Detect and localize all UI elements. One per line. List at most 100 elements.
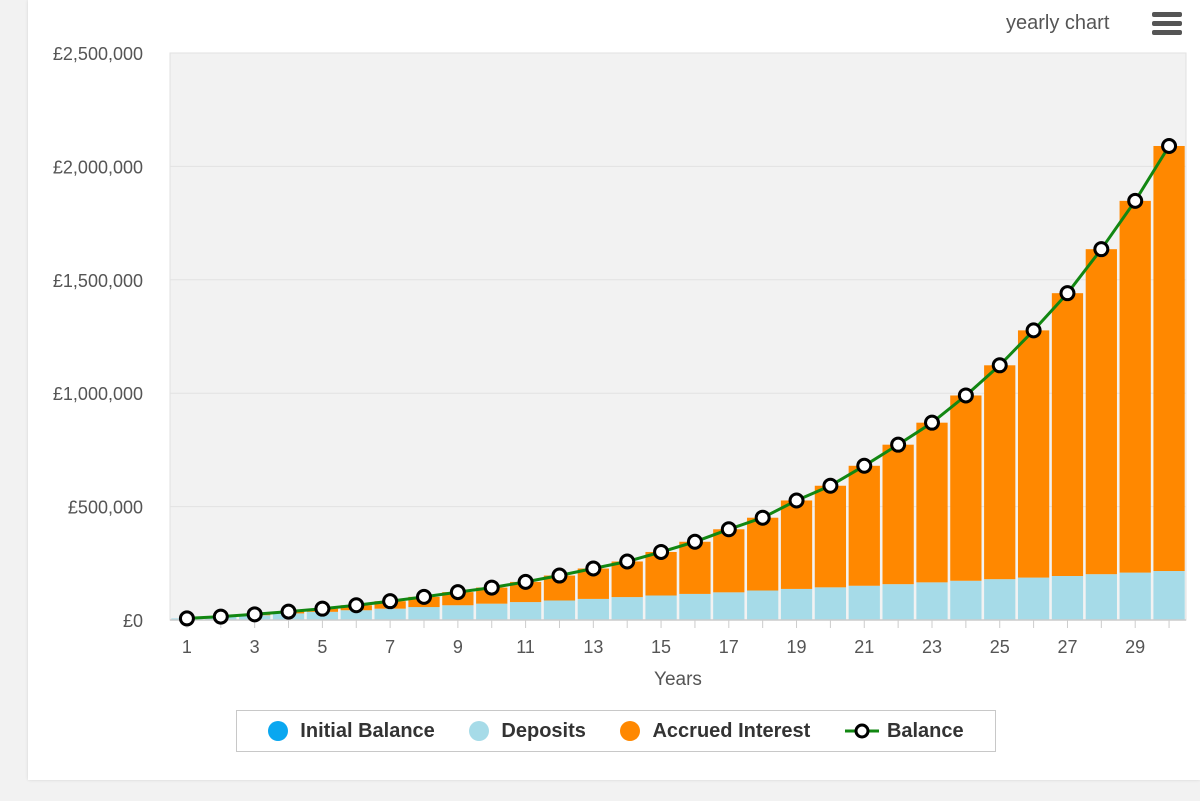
plot-area: [169, 52, 1187, 621]
bar-accrued-interest: [916, 422, 948, 583]
bar-deposits: [543, 600, 576, 620]
balance-point: [720, 521, 737, 538]
balance-point: [856, 457, 873, 474]
balance-point: [686, 533, 703, 550]
bar-deposits: [1051, 576, 1084, 620]
x-tick-label: 25: [990, 637, 1010, 657]
bar-deposits: [476, 603, 508, 620]
balance-point: [991, 357, 1008, 374]
balance-point: [788, 492, 805, 509]
balance-point: [1093, 241, 1110, 258]
x-tick-label: 23: [922, 637, 942, 657]
x-tick-label: 3: [250, 637, 260, 657]
balance-point: [822, 477, 839, 494]
bar-deposits: [645, 595, 677, 620]
x-tick-label: 21: [854, 637, 874, 657]
y-tick-label: £500,000: [68, 498, 143, 518]
bar-accrued-interest: [984, 365, 1016, 580]
balance-point: [653, 543, 670, 560]
bar-deposits: [408, 607, 440, 620]
bar-deposits: [611, 597, 643, 620]
balance-point: [754, 509, 771, 526]
legend-swatch-initial-balance: [268, 721, 289, 741]
bar-accrued-interest: [848, 465, 880, 586]
legend-swatch-deposits: [469, 721, 490, 741]
bar-deposits: [713, 592, 745, 620]
bar-accrued-interest: [1017, 330, 1050, 578]
bar-deposits: [1119, 572, 1151, 620]
balance-point: [957, 387, 974, 404]
bar-accrued-interest: [950, 395, 982, 581]
chart-mode-label[interactable]: yearly chart: [1006, 12, 1110, 34]
legend-label-accrued-interest: Accrued Interest: [652, 719, 811, 742]
balance-point: [178, 610, 195, 627]
y-tick-label: £1,000,000: [53, 384, 143, 404]
y-tick-label: £2,000,000: [53, 157, 143, 177]
chart-legend: Initial Balance Deposits Accrued Interes…: [236, 710, 996, 752]
balance-point: [551, 567, 568, 584]
bar-deposits: [374, 608, 406, 620]
x-tick-label: 17: [719, 637, 739, 657]
legend-swatch-balance: [844, 723, 879, 739]
bar-accrued-interest: [780, 500, 813, 589]
bar-accrued-interest: [882, 444, 914, 585]
bar-accrued-interest: [679, 541, 711, 594]
bar-accrued-interest: [1085, 249, 1117, 575]
balance-point: [890, 436, 907, 453]
bar-deposits: [916, 582, 948, 620]
balance-point: [416, 588, 432, 605]
bar-deposits: [509, 602, 542, 620]
balance-point: [314, 600, 331, 617]
legend-label-initial-balance: Initial Balance: [300, 719, 435, 742]
balance-point: [348, 597, 365, 614]
x-tick-label: 15: [651, 637, 671, 657]
bar-deposits: [1085, 574, 1117, 620]
balance-point: [483, 579, 500, 596]
x-tick-label: 13: [583, 637, 603, 657]
x-tick-label: 19: [787, 637, 807, 657]
balance-point: [1127, 192, 1144, 209]
bar-deposits: [848, 585, 880, 620]
bar-accrued-interest: [814, 485, 847, 588]
bar-deposits: [1153, 571, 1185, 620]
bar-accrued-interest: [1051, 293, 1084, 577]
bar-accrued-interest: [509, 581, 542, 603]
x-axis-title: Years: [654, 669, 702, 690]
x-tick-label: 1: [182, 637, 192, 657]
balance-point: [585, 560, 602, 577]
y-tick-label: £1,500,000: [53, 271, 143, 291]
legend-item-accrued-interest[interactable]: Accrued Interest: [620, 720, 810, 743]
legend-swatch-accrued-interest: [620, 721, 641, 741]
bar-deposits: [442, 605, 474, 620]
legend-label-deposits: Deposits: [501, 719, 586, 742]
bar-deposits: [679, 593, 711, 620]
balance-point: [246, 606, 263, 623]
balance-point: [212, 608, 229, 625]
balance-point: [1161, 137, 1178, 154]
bar-deposits: [577, 598, 609, 620]
bar-deposits: [984, 579, 1016, 620]
bar-deposits: [1017, 577, 1050, 620]
legend-label-balance: Balance: [886, 719, 964, 742]
bar-accrued-interest: [1153, 145, 1185, 572]
x-tick-label: 27: [1057, 637, 1077, 657]
x-tick-label: 11: [516, 637, 535, 657]
legend-item-initial-balance[interactable]: Initial Balance: [268, 720, 435, 743]
y-tick-label: £0: [123, 611, 143, 631]
hamburger-menu-icon[interactable]: [1152, 10, 1182, 38]
balance-point: [1025, 322, 1042, 339]
balance-point: [517, 573, 534, 590]
x-tick-label: 5: [317, 637, 327, 657]
balance-point: [382, 593, 399, 610]
legend-item-deposits[interactable]: Deposits: [469, 719, 586, 743]
bar-deposits: [814, 587, 847, 620]
y-tick-label: £2,500,000: [53, 44, 143, 64]
bar-deposits: [882, 584, 914, 620]
legend-item-balance[interactable]: Balance: [844, 719, 964, 743]
balance-point: [619, 553, 636, 570]
balance-point: [280, 603, 297, 620]
bar-accrued-interest: [1119, 200, 1151, 573]
x-tick-label: 9: [453, 637, 463, 657]
balance-point: [449, 584, 466, 601]
